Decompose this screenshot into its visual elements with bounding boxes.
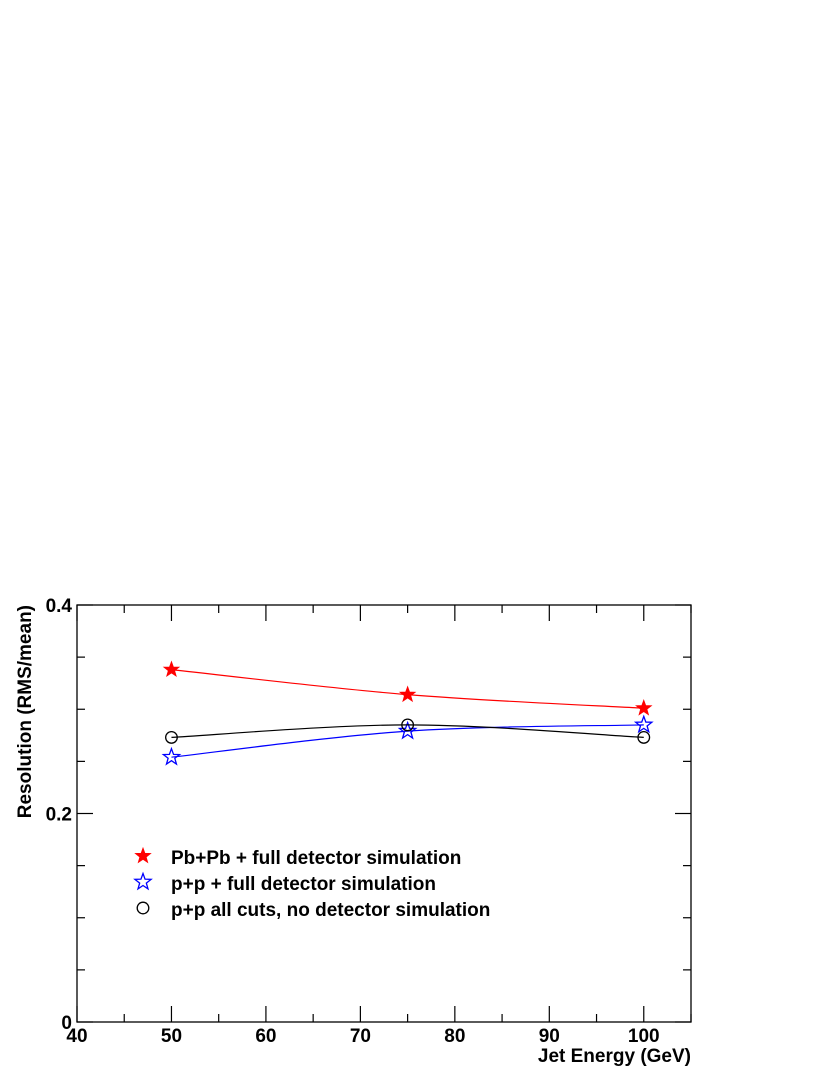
- open-circle-marker: [136, 901, 150, 915]
- legend-label: p+p all cuts, no detector simulation: [171, 900, 490, 921]
- legend-label: Pb+Pb + full detector simulation: [171, 848, 461, 869]
- filled-star-marker: [635, 699, 653, 716]
- y-tick-label: 0.2: [46, 805, 72, 826]
- filled-star-marker: [398, 685, 417, 703]
- x-tick-label: 60: [255, 1026, 276, 1047]
- legend-entry: p+p + full detector simulation: [133, 871, 436, 895]
- x-tick-label: 50: [161, 1026, 182, 1047]
- open-circle-marker: [637, 730, 651, 744]
- legend: Pb+Pb + full detector simulation p+p + fu…: [133, 846, 490, 921]
- legend-label: p+p + full detector simulation: [171, 874, 436, 895]
- filled-star-marker: [162, 660, 181, 678]
- data-series: [161, 660, 654, 766]
- y-axis-title: Resolution (RMS/mean): [15, 605, 36, 818]
- filled-star-marker: [134, 846, 152, 864]
- legend-entry: Pb+Pb + full detector simulation: [134, 846, 461, 869]
- open-circle-marker: [165, 730, 178, 744]
- legend-entry: p+p all cuts, no detector simulation: [136, 900, 490, 921]
- x-tick-label: 70: [350, 1026, 371, 1047]
- x-tick-label: 90: [539, 1026, 560, 1047]
- series-2: [161, 714, 654, 766]
- series-line: [171, 724, 644, 758]
- y-tick-label: 0: [61, 1013, 72, 1034]
- open-circle-marker: [401, 718, 415, 732]
- open-star-marker: [133, 871, 153, 891]
- series-line: [171, 724, 644, 738]
- x-tick-label: 40: [66, 1026, 87, 1047]
- axis-tick-labels: 40 50 60 70 80 90 100 0 0.2 0.4: [46, 596, 660, 1047]
- x-tick-label: 100: [628, 1026, 660, 1047]
- series-3: [165, 718, 651, 744]
- x-tick-label: 80: [444, 1026, 465, 1047]
- open-star-marker: [397, 720, 418, 740]
- axis-ticks: [76, 604, 692, 1023]
- x-axis-title: Jet Energy (GeV): [538, 1046, 691, 1067]
- series-1: [162, 660, 653, 716]
- y-tick-label: 0.4: [46, 596, 73, 617]
- open-star-marker: [633, 714, 654, 734]
- open-star-marker: [161, 746, 182, 766]
